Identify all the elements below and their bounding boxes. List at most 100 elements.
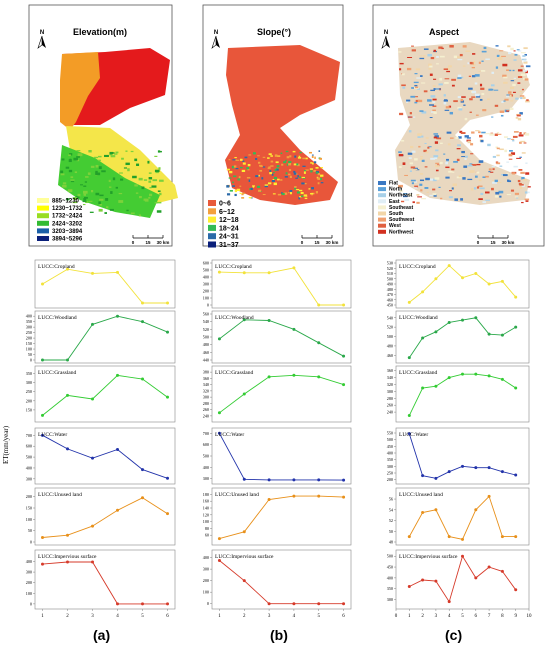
aspect-texture-cell <box>523 47 528 50</box>
aspect-texture-cell <box>509 86 515 89</box>
elevation-texture-cell <box>69 158 72 162</box>
aspect-texture-cell <box>525 70 528 74</box>
aspect-texture-cell <box>433 194 437 197</box>
aspect-texture-cell <box>513 50 516 52</box>
aspect-texture-cell <box>466 137 471 139</box>
aspect-texture-cell <box>409 112 412 115</box>
aspect-texture-cell <box>460 98 464 102</box>
aspect-texture-cell <box>490 171 494 173</box>
aspect-texture-cell <box>506 69 510 71</box>
legend-swatch <box>208 241 216 248</box>
slope-texture-cell <box>277 155 281 157</box>
slope-texture-cell <box>261 177 264 180</box>
y-tick-label: 500 <box>387 276 393 281</box>
x-tick-label: 0 <box>395 614 398 619</box>
aspect-texture-cell <box>510 189 515 192</box>
elevation-texture-cell <box>125 150 128 152</box>
y-tick-label: 460 <box>387 297 393 302</box>
slope-texture-cell <box>262 166 266 168</box>
data-point <box>342 478 346 482</box>
data-point <box>434 330 438 334</box>
aspect-texture-cell <box>432 101 436 104</box>
data-point <box>474 316 478 320</box>
aspect-texture-cell <box>479 83 483 87</box>
data-point <box>242 530 246 534</box>
aspect-texture-cell <box>513 165 518 168</box>
aspect-texture-cell <box>494 104 499 107</box>
aspect-texture-cell <box>453 160 458 163</box>
data-point <box>141 602 144 606</box>
panel-label-a: (a) <box>93 627 111 643</box>
aspect-texture-cell <box>488 168 492 171</box>
slope-texture-cell <box>308 188 311 190</box>
scale-bar-label: 0 <box>301 240 304 245</box>
slope-texture-cell <box>304 197 308 200</box>
legend-label: South <box>389 211 403 217</box>
y-tick-label: 480 <box>387 287 393 292</box>
chart-panel: 440 460 480 500 520 540 560 LUCC:Woodland <box>203 310 352 364</box>
slope-texture-cell <box>311 155 314 158</box>
slope-texture-cell <box>319 157 322 160</box>
aspect-texture-cell <box>468 87 473 90</box>
slope-texture-cell <box>314 156 316 159</box>
chart-panel: LUCC:Cropland <box>34 259 176 309</box>
north-arrow-slope: N <box>211 30 220 49</box>
chart-panel: 300 400 500 600 700 LUCC:Water <box>203 427 352 485</box>
legend-label: 0~6 <box>219 201 231 208</box>
y-tick-label: 560 <box>203 312 209 317</box>
slope-texture-cell <box>320 182 324 184</box>
legend-swatch <box>37 205 49 211</box>
aspect-texture-cell <box>407 152 413 155</box>
data-point <box>66 560 69 564</box>
y-axis-label: ET(mm/year) <box>2 425 10 464</box>
slope-texture-cell <box>248 196 252 199</box>
data-point <box>242 392 246 396</box>
data-point <box>41 282 44 286</box>
slope-texture-cell <box>264 184 269 187</box>
legend-aspect: FlatNorthNortheastEastSoutheastSouthSout… <box>378 181 415 235</box>
aspect-texture-cell <box>414 185 419 189</box>
slope-texture-cell <box>308 151 313 154</box>
aspect-texture-cell <box>520 65 524 67</box>
aspect-texture-cell <box>456 158 460 162</box>
aspect-texture-cell <box>457 144 462 147</box>
map-title-aspect: Aspect <box>428 27 459 37</box>
aspect-texture-cell <box>509 69 512 72</box>
slope-texture-cell <box>246 167 250 170</box>
aspect-texture-cell <box>411 150 416 153</box>
series-label: LUCC:Water <box>38 432 67 438</box>
elevation-texture-cell <box>134 184 138 187</box>
aspect-texture-cell <box>462 45 467 48</box>
chart-panel: 300 350 400 450 500 0 1 2 3 4 5 6 7 8 9 10 LUCC:Impervio… <box>387 549 532 619</box>
y-tick-label: 320 <box>387 382 393 387</box>
slope-mountain-texture <box>226 150 324 200</box>
aspect-texture-cell <box>488 88 493 91</box>
aspect-texture-cell <box>435 162 440 165</box>
y-tick-label: 60 <box>205 533 209 538</box>
aspect-texture-cell <box>419 179 425 182</box>
elevation-texture-cell <box>148 177 153 180</box>
aspect-texture-cell <box>414 73 418 75</box>
elevation-texture-cell <box>95 170 98 174</box>
data-point <box>217 558 221 562</box>
legend-swatch <box>378 211 386 216</box>
series-line <box>219 560 344 605</box>
slope-texture-cell <box>295 189 300 191</box>
aspect-texture-cell <box>432 98 437 101</box>
series-label: LUCC:Grassland <box>399 370 437 376</box>
legend-label: 2424~3202 <box>52 221 83 227</box>
aspect-texture-cell <box>429 73 433 76</box>
legend-label: 885~1230 <box>52 199 80 205</box>
y-tick-label: 340 <box>203 382 209 387</box>
slope-texture-cell <box>274 169 277 172</box>
aspect-texture-cell <box>496 162 501 165</box>
aspect-texture-cell <box>490 84 495 87</box>
elevation-texture-cell <box>148 172 152 174</box>
legend-label: Northwest <box>389 229 414 235</box>
aspect-texture-cell <box>451 84 455 87</box>
data-point <box>447 264 451 268</box>
elevation-texture-cell <box>72 201 78 204</box>
aspect-texture-cell <box>457 96 462 99</box>
aspect-texture-cell <box>429 65 433 68</box>
